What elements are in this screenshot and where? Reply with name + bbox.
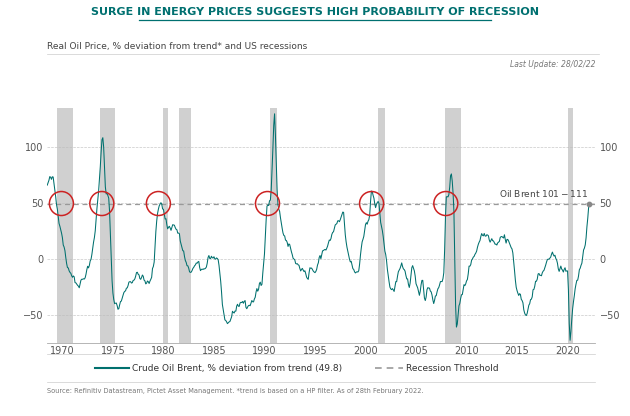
Bar <box>270 108 277 343</box>
Bar <box>57 108 72 343</box>
Point <box>585 200 595 207</box>
Bar <box>100 108 115 343</box>
Bar <box>163 108 168 343</box>
Text: Last Update: 28/02/22: Last Update: 28/02/22 <box>510 60 595 69</box>
Bar <box>445 108 462 343</box>
Text: Source: Refinitiv Datastream, Pictet Asset Management. *trend is based on a HP f: Source: Refinitiv Datastream, Pictet Ass… <box>47 388 424 394</box>
Bar <box>178 108 192 343</box>
Text: SURGE IN ENERGY PRICES SUGGESTS HIGH PROBABILITY OF RECESSION: SURGE IN ENERGY PRICES SUGGESTS HIGH PRO… <box>91 7 539 17</box>
Bar <box>378 108 385 343</box>
Text: Real Oil Price, % deviation from trend* and US recessions: Real Oil Price, % deviation from trend* … <box>47 42 307 51</box>
Bar <box>568 108 573 343</box>
Text: Crude Oil Brent, % deviation from trend (49.8): Crude Oil Brent, % deviation from trend … <box>132 364 343 373</box>
Text: Oil Brent $101-$111: Oil Brent $101-$111 <box>499 188 588 199</box>
Text: Recession Threshold: Recession Threshold <box>406 364 499 373</box>
